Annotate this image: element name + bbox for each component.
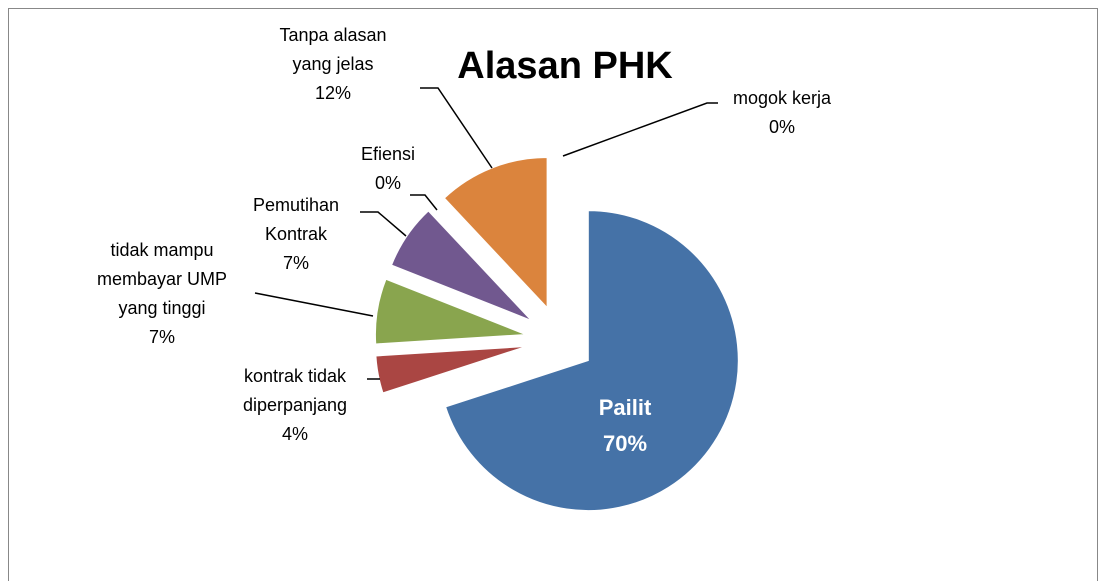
pie-slice (390, 210, 532, 321)
slice-name: Pemutihan Kontrak (252, 195, 340, 244)
slice-value: 70% (602, 431, 648, 456)
slice-value: 4% (281, 424, 308, 444)
slice-label: Efiensi 0% (343, 140, 433, 198)
slice-label: Pemutihan Kontrak 7% (241, 191, 351, 278)
pie-slice (445, 210, 739, 512)
slice-name: Efiensi (360, 144, 416, 164)
slice-label: kontrak tidak diperpanjang 4% (225, 362, 365, 449)
slice-name: mogok kerja (732, 88, 832, 108)
slice-value: 0% (374, 173, 401, 193)
pie-slice (374, 278, 526, 345)
slice-label: Pailit 70% (565, 390, 685, 462)
slice-label: tidak mampu membayar UMP yang tinggi 7% (87, 236, 237, 352)
slice-name: Tanpa alasan yang jelas (279, 25, 387, 74)
slice-name: kontrak tidak diperpanjang (242, 366, 348, 415)
leader-line (420, 87, 493, 169)
slice-label: mogok kerja 0% (722, 84, 842, 142)
slice-value: 12% (314, 83, 352, 103)
slice-label: Tanpa alasan yang jelas 12% (258, 21, 408, 108)
slice-value: 7% (148, 327, 175, 347)
slice-name: tidak mampu membayar UMP yang tinggi (96, 240, 228, 318)
leader-line (562, 102, 718, 157)
slice-value: 7% (282, 253, 309, 273)
chart-title: Alasan PHK (457, 45, 673, 87)
slice-name: Pailit (598, 395, 652, 420)
leader-line (360, 211, 407, 237)
slice-value: 0% (768, 117, 795, 137)
leader-line (254, 292, 374, 317)
leader-line (410, 194, 438, 211)
frame (8, 8, 1098, 581)
pie-slice (375, 346, 526, 394)
